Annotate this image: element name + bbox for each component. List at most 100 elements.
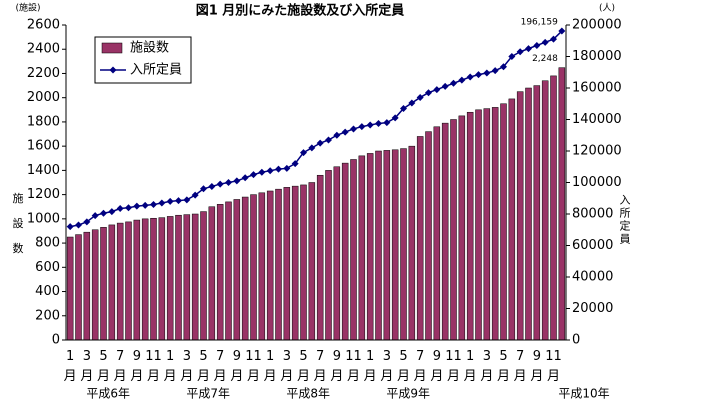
line-marker	[233, 177, 241, 185]
y-tick-label: 0	[52, 333, 60, 348]
x-tick-number: 1	[66, 349, 74, 364]
bar	[416, 136, 424, 341]
bar	[208, 206, 216, 341]
bar	[533, 85, 541, 341]
y2-tick-label: 200000	[572, 18, 622, 33]
x-tick-label: 11 月	[545, 349, 562, 384]
x-tick-unit: 月	[347, 369, 360, 384]
bar	[241, 196, 249, 341]
y2-tick-label: 80000	[572, 207, 613, 222]
x-tick-unit: 月	[547, 369, 560, 384]
x-tick-number: 11	[545, 349, 562, 364]
line-marker	[125, 204, 132, 212]
y2-tick-label: 180000	[572, 49, 622, 64]
bar	[325, 170, 332, 341]
x-tick-unit: 月	[230, 369, 243, 384]
bar	[200, 211, 207, 341]
line-marker	[450, 79, 457, 87]
line-marker	[316, 139, 324, 147]
x-tick-unit: 月	[280, 369, 293, 384]
line-marker	[466, 73, 474, 81]
x-tick-unit: 月	[397, 369, 410, 384]
bar	[66, 236, 74, 341]
line-marker	[283, 164, 291, 172]
x-tick-number: 3	[83, 349, 91, 364]
x-tick-unit: 月	[297, 369, 310, 384]
line-marker	[241, 174, 249, 182]
year-label: 平成6年	[86, 387, 130, 401]
bar	[400, 148, 407, 341]
y-unit: (施設)	[15, 2, 40, 14]
x-tick-number: 5	[399, 349, 407, 364]
x-tick-number: 1	[466, 349, 474, 364]
y2-tick-label: 60000	[572, 238, 613, 253]
line-marker	[333, 131, 341, 139]
x-tick-number: 9	[533, 349, 541, 364]
bar	[383, 150, 391, 341]
y2-tick-label: 160000	[572, 81, 622, 96]
bar	[283, 187, 291, 341]
y-tick-label: 600	[35, 260, 60, 275]
bar	[341, 162, 349, 341]
y2-tick-label: 20000	[572, 301, 613, 316]
bar	[308, 182, 316, 341]
y2-tick-label: 100000	[572, 175, 622, 190]
line-marker	[516, 48, 524, 56]
line-marker	[266, 167, 274, 175]
bar	[375, 150, 382, 341]
y-tick-label: 1600	[27, 139, 60, 154]
value-label: 196,159	[521, 18, 558, 28]
x-tick-unit: 月	[247, 369, 260, 384]
x-tick-label: 11 月	[445, 349, 462, 384]
line-marker	[500, 63, 507, 71]
line-marker	[533, 41, 541, 49]
x-tick-unit: 月	[80, 369, 93, 384]
x-tick-number: 7	[116, 349, 124, 364]
line-marker	[433, 86, 441, 94]
bar	[150, 217, 157, 341]
y2-tick-label: 40000	[572, 270, 613, 285]
bar	[183, 214, 191, 341]
line-marker	[258, 168, 266, 176]
x-tick-unit: 月	[97, 369, 110, 384]
y-tick-label: 800	[35, 236, 60, 251]
x-tick-unit: 月	[197, 369, 210, 384]
bar	[541, 80, 549, 341]
y2-tick-label: 140000	[572, 112, 622, 127]
bar	[116, 222, 124, 341]
value-label: 2,248	[532, 54, 558, 64]
y-tick-label: 1400	[27, 163, 60, 178]
y-tick-label: 1800	[27, 114, 60, 129]
x-tick-unit: 月	[164, 369, 177, 384]
year-label: 平成9年	[386, 387, 430, 401]
line-marker	[325, 136, 332, 144]
y-tick-label: 2600	[27, 18, 60, 33]
line-marker	[250, 171, 257, 179]
x-tick-number: 9	[133, 349, 141, 364]
bar	[333, 166, 341, 341]
line-marker	[375, 119, 382, 127]
x-tick-label: 11 月	[145, 349, 162, 384]
line-marker	[216, 180, 224, 188]
x-tick-label: 11 月	[345, 349, 362, 384]
x-tick-unit: 月	[64, 369, 77, 384]
line-marker	[408, 99, 416, 107]
line-marker	[400, 104, 407, 112]
chart-title: 図1 月別にみた施設数及び入所定員	[196, 3, 405, 19]
bar	[358, 155, 366, 341]
line-marker	[208, 182, 216, 190]
bar	[508, 98, 516, 341]
y-tick-label: 2200	[27, 66, 60, 81]
